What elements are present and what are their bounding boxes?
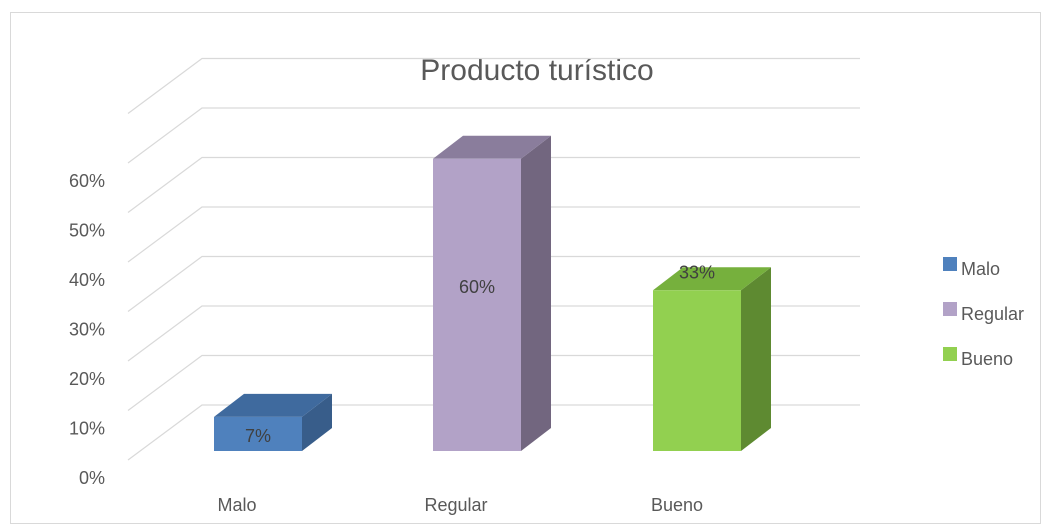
gridline [127, 255, 860, 312]
chart-title: Producto turístico [420, 54, 653, 87]
legend-label: Regular [961, 304, 1024, 324]
y-tick-label: 30% [69, 320, 105, 340]
legend: Malo Regular Bueno [943, 257, 1024, 369]
gridline [127, 156, 860, 213]
gridline [127, 57, 860, 114]
legend-swatch [943, 302, 957, 316]
bar-malo [214, 393, 332, 451]
x-category-label: Regular [424, 495, 487, 515]
y-tick-label: 40% [69, 270, 105, 290]
legend-item-regular: Regular [943, 302, 1024, 324]
legend-item-bueno: Bueno [943, 347, 1013, 369]
x-category-label: Malo [217, 495, 256, 515]
x-category-label: Bueno [651, 495, 703, 515]
bar-side-face [741, 267, 771, 451]
y-tick-label: 10% [69, 419, 105, 439]
y-axis-ticks: 0% 10% 20% 30% 40% 50% 60% [69, 171, 105, 488]
bar-top-face [433, 135, 551, 159]
x-axis-categories: Malo Regular Bueno [217, 495, 703, 515]
bar-top-face [653, 267, 771, 291]
bar-top-face [214, 393, 332, 417]
bar-front-face [653, 290, 741, 451]
data-label: 60% [459, 277, 495, 297]
gridlines [127, 57, 860, 461]
data-label: 33% [679, 262, 715, 282]
bar-bueno [653, 267, 771, 451]
bars [214, 135, 771, 452]
gridline [127, 107, 860, 164]
legend-swatch [943, 257, 957, 271]
legend-item-malo: Malo [943, 257, 1000, 279]
legend-label: Malo [961, 259, 1000, 279]
bar-side-face [521, 135, 551, 452]
gridline [127, 404, 860, 461]
y-tick-label: 60% [69, 171, 105, 191]
y-tick-label: 20% [69, 369, 105, 389]
legend-swatch [943, 347, 957, 361]
bar-regular [433, 135, 551, 452]
y-tick-label: 0% [79, 468, 105, 488]
bar-side-face [302, 393, 332, 451]
bar-front-face [433, 158, 521, 452]
gridline [127, 354, 860, 411]
data-label: 7% [245, 426, 271, 446]
gridline [127, 305, 860, 362]
y-tick-label: 50% [69, 221, 105, 241]
legend-label: Bueno [961, 349, 1013, 369]
data-labels: 7% 60% 33% [245, 262, 715, 446]
gridline [127, 206, 860, 263]
bar-front-face [214, 416, 302, 451]
